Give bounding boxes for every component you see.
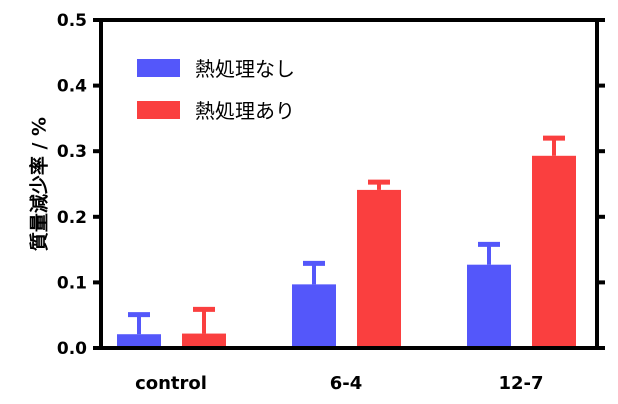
bar-6-4-series-1 xyxy=(357,189,401,348)
bar-control-series-0 xyxy=(117,334,161,348)
bar-6-4-series-0 xyxy=(292,284,336,348)
y-tick-label: 0.2 xyxy=(57,208,87,228)
bar-12-7-series-1 xyxy=(532,155,576,348)
bar-12-7-series-0 xyxy=(467,264,511,348)
plot-frame xyxy=(99,18,599,350)
x-tick-label: control xyxy=(135,373,207,394)
x-tick-label: 6-4 xyxy=(330,373,363,394)
x-tick-label: 12-7 xyxy=(498,373,543,394)
y-tick-label: 0.4 xyxy=(57,77,87,97)
y-tick-label: 0.3 xyxy=(57,142,87,162)
legend-label: 熱処理あり xyxy=(195,99,295,123)
bar-control-series-1 xyxy=(182,333,226,348)
y-tick-label: 0.1 xyxy=(57,273,87,293)
y-tick-label: 0.5 xyxy=(57,11,87,31)
legend-label: 熱処理なし xyxy=(195,57,295,81)
legend-swatch xyxy=(137,59,180,77)
y-axis-label: 質量減少率 / % xyxy=(28,117,51,251)
y-tick-label: 0.0 xyxy=(57,339,87,359)
legend-swatch xyxy=(137,101,180,119)
